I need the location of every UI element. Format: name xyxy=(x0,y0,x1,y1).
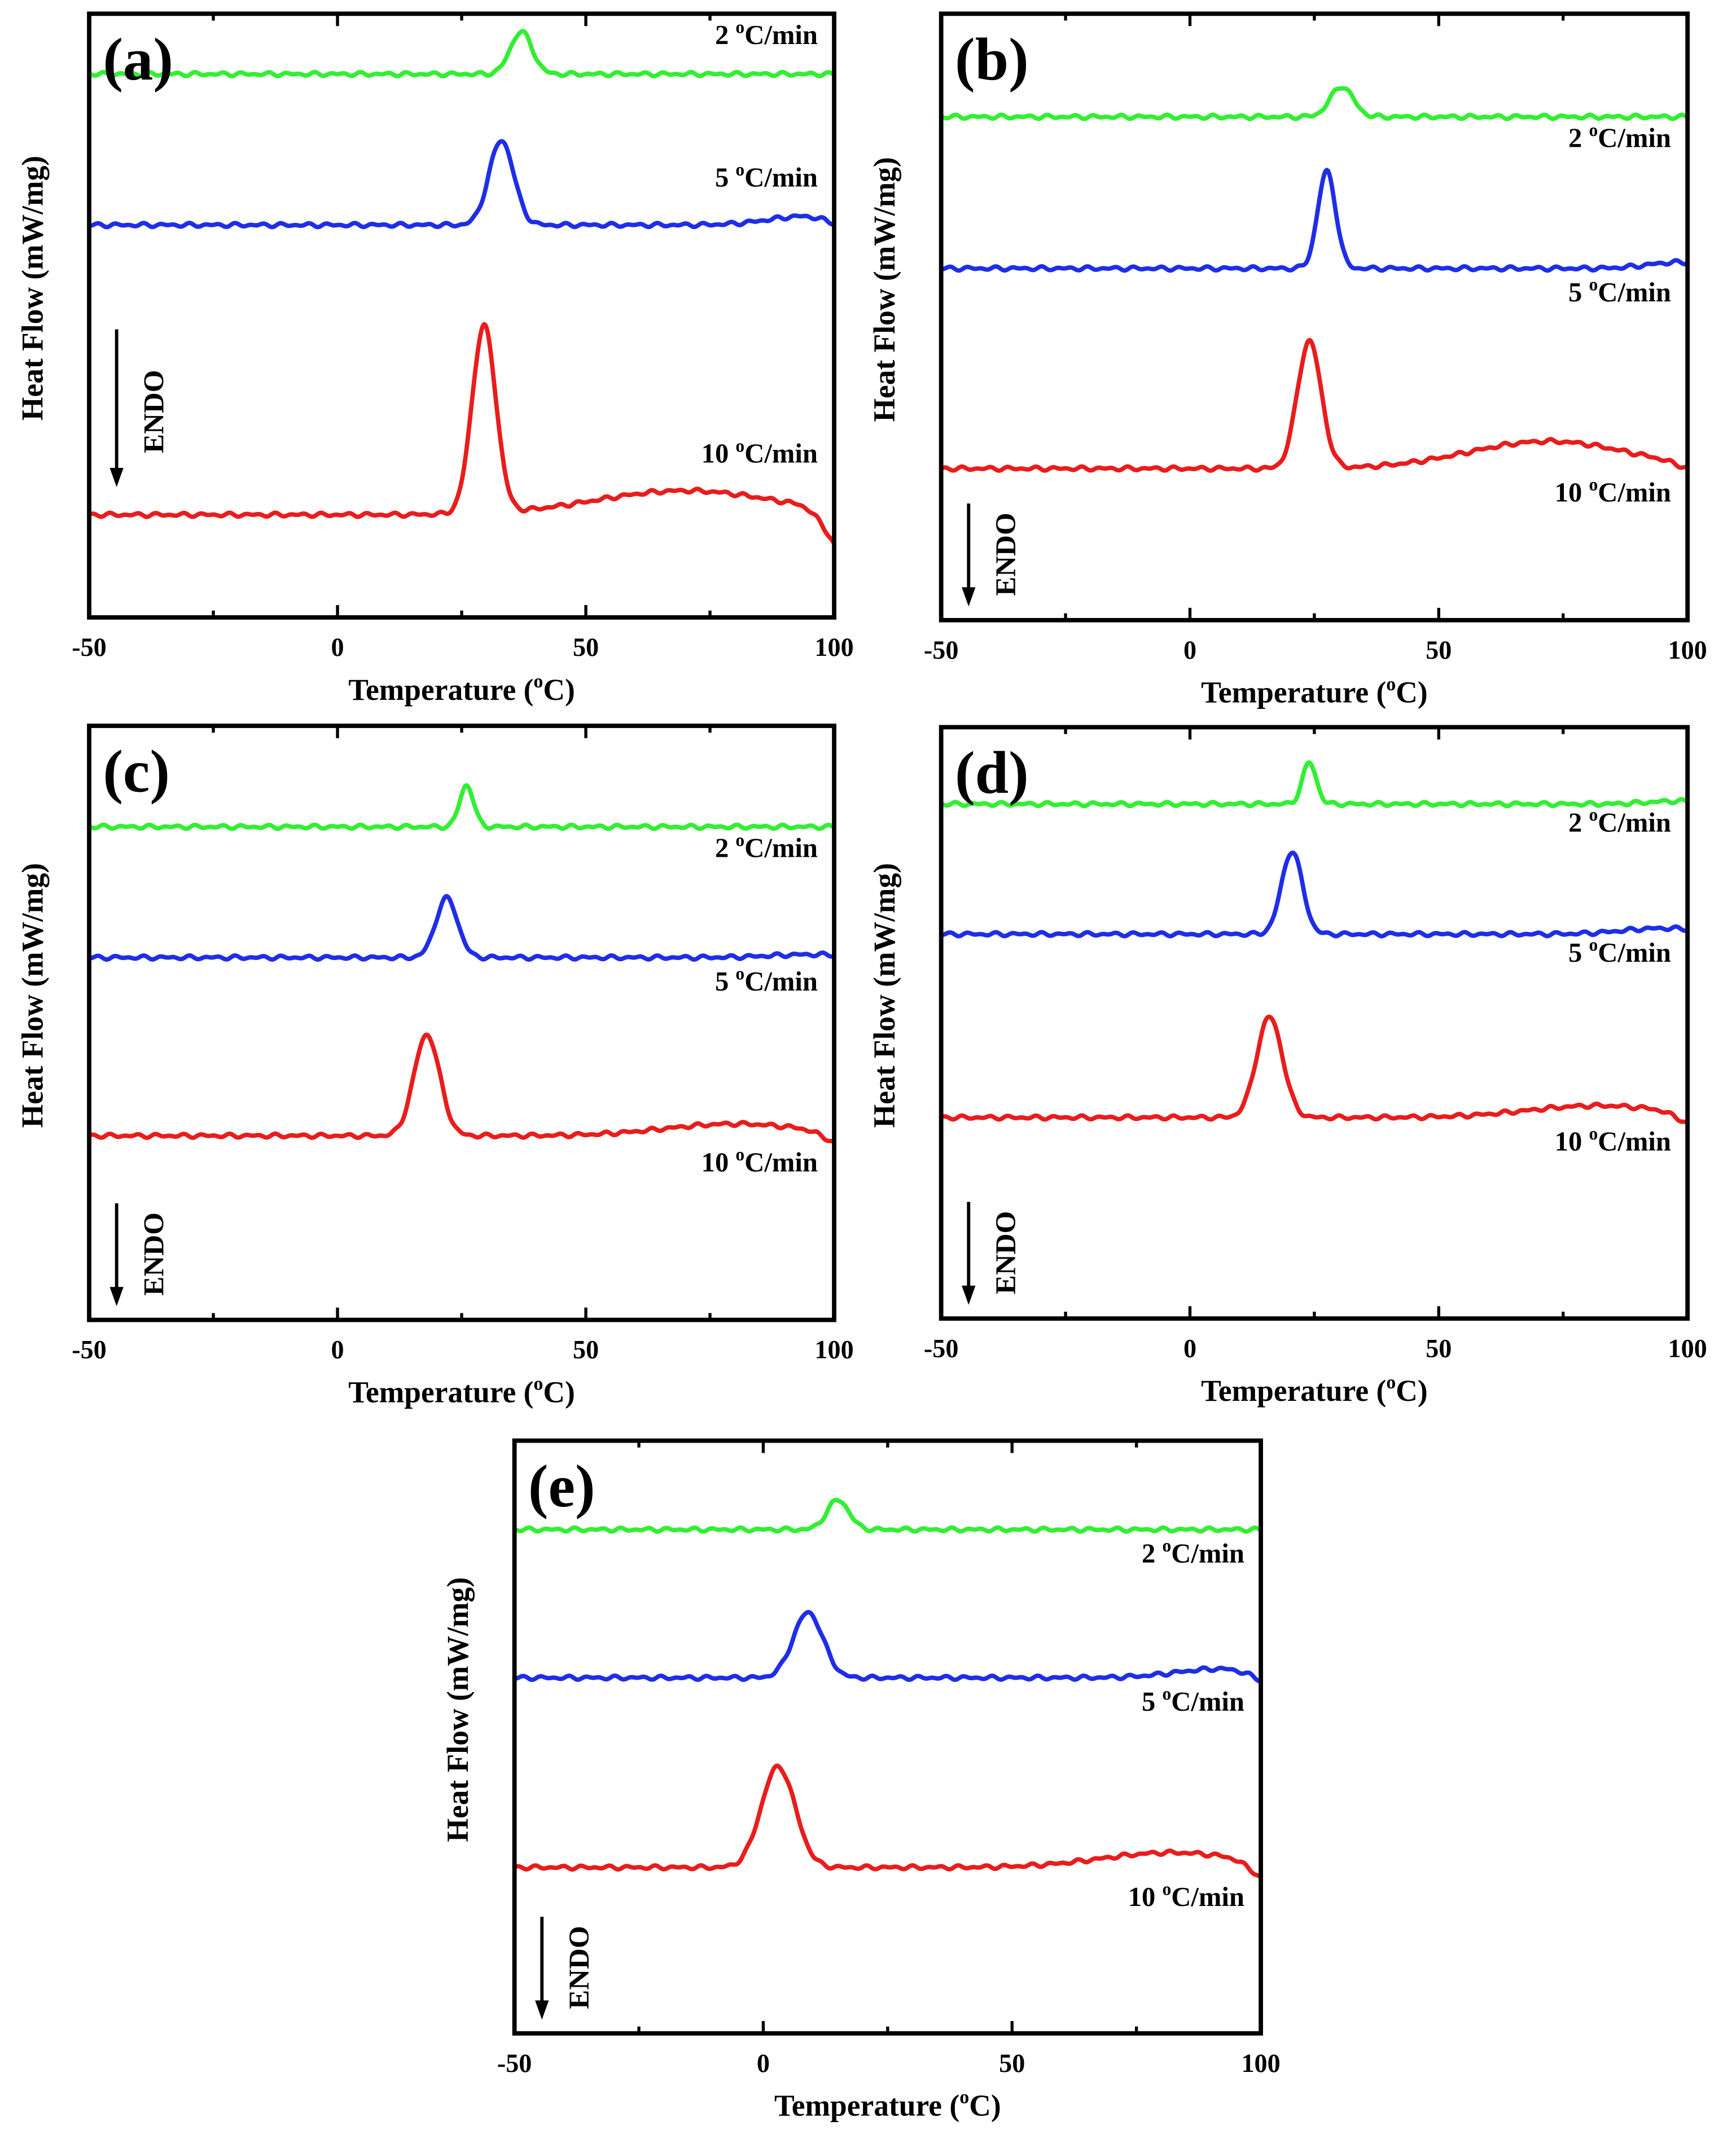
panel-label: (a) xyxy=(103,27,173,93)
series-label-2: 5 oC/min xyxy=(1142,1684,1244,1717)
plot-frame xyxy=(87,724,836,1322)
panel-label: (d) xyxy=(955,740,1029,807)
x-tick-label: 0 xyxy=(331,633,344,661)
x-tick-label: 0 xyxy=(331,1335,344,1364)
panel-c: 2 oC/min 5 oC/min 10 oC/min -50 0 50 100 Temper… xyxy=(15,724,854,1409)
panel-label: (b) xyxy=(955,27,1029,93)
x-axis-label: Temperature (oC) xyxy=(348,671,575,707)
x-tick-label: -50 xyxy=(497,2049,532,2078)
panel-b: 2 oC/min 5 oC/min 10 oC/min -50 0 50 100 Temper… xyxy=(867,11,1707,709)
y-axis-label: Heat Flow (mW/mg) xyxy=(441,1577,475,1842)
x-tick-label: -50 xyxy=(72,633,107,661)
series-line-3 xyxy=(87,322,836,546)
x-tick-label: 0 xyxy=(1183,636,1196,664)
series-label-1: 2 oC/min xyxy=(1568,120,1671,153)
x-tick-label: -50 xyxy=(72,1335,107,1364)
series-label-3: 10 oC/min xyxy=(1128,1879,1244,1912)
series-line-2 xyxy=(87,139,836,230)
x-tick-label: 100 xyxy=(814,1335,853,1364)
x-tick-label: 100 xyxy=(814,633,853,661)
x-tick-label: 50 xyxy=(1426,636,1452,664)
x-tick-label: 50 xyxy=(999,2049,1025,2078)
series-line-1 xyxy=(87,29,836,78)
endo-label: ENDO xyxy=(564,1926,595,2009)
series-label-3: 10 oC/min xyxy=(702,436,818,468)
down-arrow-icon xyxy=(109,467,124,488)
y-axis-label: Heat Flow (mW/mg) xyxy=(15,863,49,1128)
x-tick-label: 100 xyxy=(1668,636,1707,664)
series-label-1: 2 oC/min xyxy=(715,830,818,863)
series-label-2: 5 oC/min xyxy=(1568,935,1671,967)
series-line-2 xyxy=(939,851,1690,939)
x-tick-label: 0 xyxy=(1183,1334,1196,1362)
series-line-3 xyxy=(939,1014,1690,1125)
endo-label: ENDO xyxy=(990,512,1022,595)
x-tick-label: -50 xyxy=(924,1334,959,1362)
endo-label: ENDO xyxy=(138,1212,170,1295)
series-line-2 xyxy=(939,168,1690,273)
series-label-3: 10 oC/min xyxy=(1555,1124,1671,1156)
down-arrow-icon xyxy=(109,1287,124,1307)
x-tick-label: 50 xyxy=(1426,1334,1452,1362)
panel-label: (e) xyxy=(528,1453,595,1520)
series-line-1 xyxy=(87,783,836,831)
x-tick-label: 50 xyxy=(573,633,599,661)
plot-frame xyxy=(87,11,836,620)
series-line-3 xyxy=(87,1032,836,1145)
panel-e: 2 oC/min 5 oC/min 10 oC/min -50 0 50 100 Temper… xyxy=(441,1438,1281,2123)
y-axis-label: Heat Flow (mW/mg) xyxy=(867,863,901,1128)
series-label-2: 5 oC/min xyxy=(715,963,818,996)
series-label-1: 2 oC/min xyxy=(1142,1536,1244,1568)
series-line-1 xyxy=(512,1497,1263,1534)
panel-d: 2 oC/min 5 oC/min 10 oC/min -50 0 50 100 Temper… xyxy=(867,725,1707,1408)
down-arrow-icon xyxy=(535,2000,549,2020)
series-label-3: 10 oC/min xyxy=(702,1145,818,1177)
panel-label: (c) xyxy=(103,739,170,805)
series-label-1: 2 oC/min xyxy=(1568,805,1671,838)
series-line-3 xyxy=(939,338,1690,473)
series-label-1: 2 oC/min xyxy=(715,17,818,50)
down-arrow-icon xyxy=(962,587,976,607)
x-axis-label: Temperature (oC) xyxy=(348,1374,575,1409)
plot-frame xyxy=(939,11,1690,623)
series-label-2: 5 oC/min xyxy=(715,160,818,192)
series-line-2 xyxy=(512,1610,1263,1684)
series-label-2: 5 oC/min xyxy=(1568,274,1671,307)
panel-a: 2 oC/min 5 oC/min 10 oC/min -50 0 50 100 Temper… xyxy=(15,11,854,707)
x-axis-label: Temperature (oC) xyxy=(1201,674,1428,709)
series-label-3: 10 oC/min xyxy=(1555,475,1671,507)
series-line-3 xyxy=(512,1763,1263,1880)
series-line-1 xyxy=(939,760,1690,809)
x-tick-label: 50 xyxy=(573,1335,599,1364)
endo-label: ENDO xyxy=(990,1211,1022,1294)
x-axis-label: Temperature (oC) xyxy=(774,2087,1001,2123)
x-tick-label: 0 xyxy=(757,2049,770,2078)
series-line-2 xyxy=(87,893,836,962)
y-axis-label: Heat Flow (mW/mg) xyxy=(15,156,49,420)
x-axis-label: Temperature (oC) xyxy=(1201,1372,1428,1408)
endo-label: ENDO xyxy=(138,370,170,453)
x-tick-label: -50 xyxy=(924,636,959,664)
x-tick-label: 100 xyxy=(1241,2049,1280,2078)
y-axis-label: Heat Flow (mW/mg) xyxy=(867,157,901,422)
series-line-1 xyxy=(939,86,1690,121)
down-arrow-icon xyxy=(962,1285,976,1305)
x-tick-label: 100 xyxy=(1668,1334,1707,1362)
